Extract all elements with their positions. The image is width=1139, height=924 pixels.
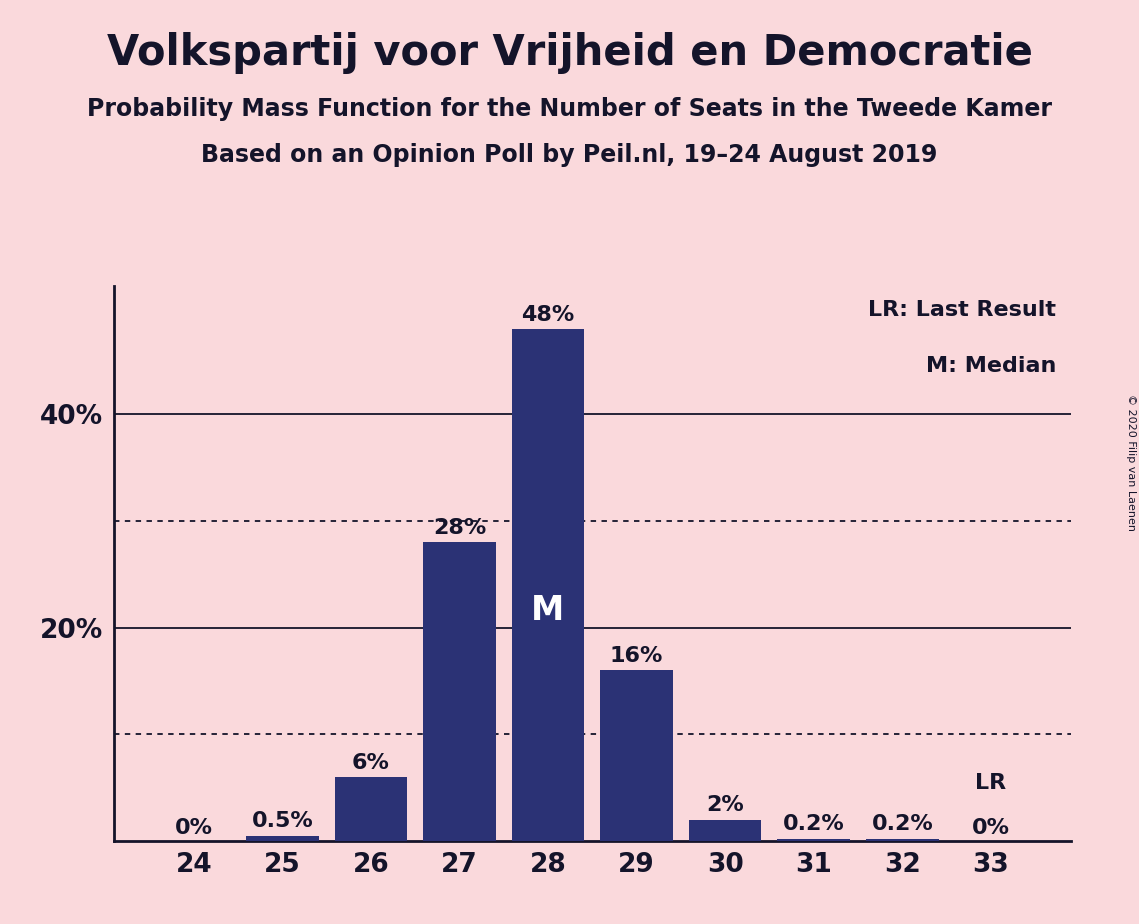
- Text: LR: Last Result: LR: Last Result: [868, 300, 1056, 321]
- Bar: [778, 839, 850, 841]
- Text: 0.2%: 0.2%: [782, 814, 845, 834]
- Text: © 2020 Filip van Laenen: © 2020 Filip van Laenen: [1126, 394, 1136, 530]
- Text: 28%: 28%: [433, 518, 486, 538]
- Text: Based on an Opinion Poll by Peil.nl, 19–24 August 2019: Based on an Opinion Poll by Peil.nl, 19–…: [202, 143, 937, 167]
- Text: 16%: 16%: [609, 646, 663, 666]
- Text: 6%: 6%: [352, 753, 390, 772]
- Text: 2%: 2%: [706, 796, 744, 815]
- Text: 0.5%: 0.5%: [252, 811, 313, 832]
- Bar: [866, 839, 939, 841]
- Text: 0%: 0%: [972, 818, 1010, 838]
- Text: M: Median: M: Median: [926, 356, 1056, 376]
- Bar: [335, 777, 407, 841]
- Bar: [423, 542, 495, 841]
- Bar: [689, 820, 762, 841]
- Bar: [246, 835, 319, 841]
- Text: Probability Mass Function for the Number of Seats in the Tweede Kamer: Probability Mass Function for the Number…: [87, 97, 1052, 121]
- Bar: [511, 329, 584, 841]
- Bar: [600, 670, 673, 841]
- Text: LR: LR: [975, 772, 1007, 793]
- Text: Volkspartij voor Vrijheid en Democratie: Volkspartij voor Vrijheid en Democratie: [107, 32, 1032, 74]
- Text: 0.2%: 0.2%: [871, 814, 933, 834]
- Text: M: M: [532, 594, 565, 627]
- Text: 48%: 48%: [522, 305, 574, 325]
- Text: 0%: 0%: [174, 818, 213, 838]
